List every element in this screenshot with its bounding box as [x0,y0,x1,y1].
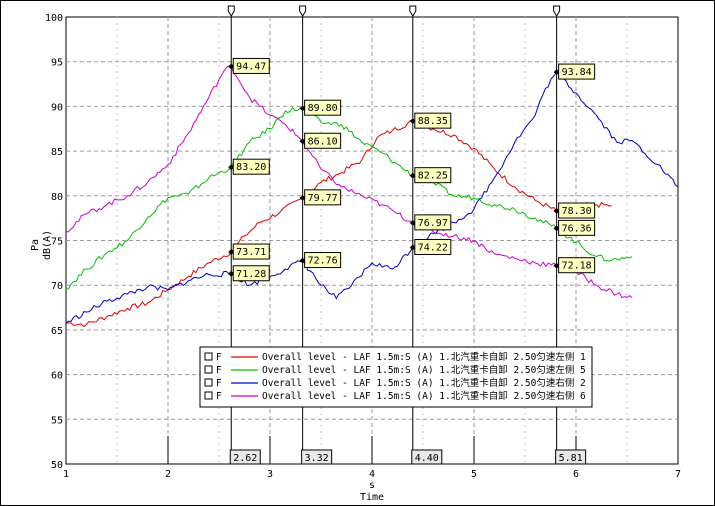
cursor-value-box [229,449,261,465]
x-axis-ticks: 1 2 3 4 5 6 7 [63,436,681,480]
data-label-box [232,158,270,175]
cursor-value-label: 3.32 [305,453,329,464]
data-label-box [304,252,342,269]
data-label: 93.84 [562,67,592,78]
data-label-box [558,202,596,219]
x-tick-label: 5 [471,469,477,480]
series-line-4 [65,65,633,299]
y-tick-label: 90 [51,102,63,113]
cursor-handle-icon[interactable] [299,5,307,17]
cursor-value-label: 2.62 [233,453,257,464]
y-axis-label: dB(A) [42,230,53,260]
data-label-box [558,257,596,274]
y-tick-label: 85 [51,147,63,158]
x-axis-unit: s [369,480,375,491]
cursor-value-box [555,449,587,465]
y-tick-label: 75 [51,237,63,248]
y-tick-label: 60 [51,371,63,382]
legend-entry: Overall level - LAF 1.5m:S (A) 1.北汽重卡自卸 … [262,364,586,376]
legend: F Overall level - LAF 1.5m:S (A) 1.北汽重卡自卸… [199,346,593,408]
cursor-handle-icon[interactable] [227,5,235,17]
legend-checkbox[interactable] [204,352,213,361]
legend-marker: F [216,365,222,376]
data-label-box [558,219,596,236]
cursor-value-label: 4.40 [415,453,439,464]
x-tick-label: 7 [675,469,681,480]
y-tick-label: 50 [51,460,63,471]
y-tick-label: 80 [51,192,63,203]
data-label: 74.22 [418,242,448,253]
data-label: 78.30 [562,206,592,217]
cursor-handle-icon[interactable] [409,5,417,17]
legend-checkbox[interactable] [204,378,213,387]
series-line-1 [65,119,612,328]
data-label-box [304,189,342,206]
cursor-value-label: 5.81 [559,453,583,464]
data-label-box [414,167,452,184]
y-tick-label: 65 [51,326,63,337]
legend-entry: Overall level - LAF 1.5m:S (A) 1.北汽重卡自卸 … [262,390,586,402]
y-tick-label: 70 [51,281,63,292]
data-label: 88.35 [418,116,448,127]
series-line-2 [65,106,633,290]
x-tick-label: 4 [369,469,375,480]
legend-marker: F [216,352,222,363]
data-label: 94.47 [236,61,266,72]
data-label: 73.71 [236,247,266,258]
legend-entry: Overall level - LAF 1.5m:S (A) 1.北汽重卡自卸 … [262,377,586,389]
series-line-3 [65,71,679,324]
legend-marker: F [216,391,222,402]
series-lines [65,65,679,328]
x-tick-label: 2 [165,469,171,480]
data-label-box [414,112,452,129]
cursor-value-box [411,449,443,465]
data-label-box [232,57,270,74]
legend-checkbox[interactable] [204,365,213,374]
data-label: 71.28 [236,269,266,280]
y-tick-label: 95 [51,58,63,69]
data-label: 76.36 [562,223,592,234]
data-label-box [414,214,452,231]
data-label-box [232,243,270,260]
data-label: 72.18 [562,261,592,272]
y-axis-unit: Pa [30,239,41,251]
data-label: 76.97 [418,218,448,229]
data-label-box [304,132,342,149]
y-axis-ticks: 50 55 60 65 70 75 80 85 90 95 100 [45,13,63,471]
data-label: 72.76 [308,256,338,267]
data-label-box [232,265,270,282]
data-label-box [558,63,596,80]
cursor-value-box [301,449,333,465]
cursor-handle-icon[interactable] [553,5,561,17]
x-tick-label: 3 [267,469,273,480]
x-axis-label: Time [360,492,384,503]
y-tick-label: 55 [51,415,63,426]
legend-marker: F [216,378,222,389]
x-tick-label: 1 [63,469,69,480]
data-label: 82.25 [418,171,448,182]
legend-entry: Overall level - LAF 1.5m:S (A) 1.北汽重卡自卸 … [262,351,586,363]
data-label: 79.77 [308,193,338,204]
data-label-box [304,99,342,116]
data-label: 83.20 [236,162,266,173]
legend-box [199,346,593,408]
data-label: 86.10 [308,136,338,147]
y-tick-label: 100 [45,13,63,24]
legend-checkbox[interactable] [204,391,213,400]
data-label-box [414,238,452,255]
x-tick-label: 6 [573,469,579,480]
data-labels: 94.47 83.20 73.71 71.28 89.80 86.10 79.77 72.76… [228,57,596,282]
data-label: 89.80 [308,103,338,114]
